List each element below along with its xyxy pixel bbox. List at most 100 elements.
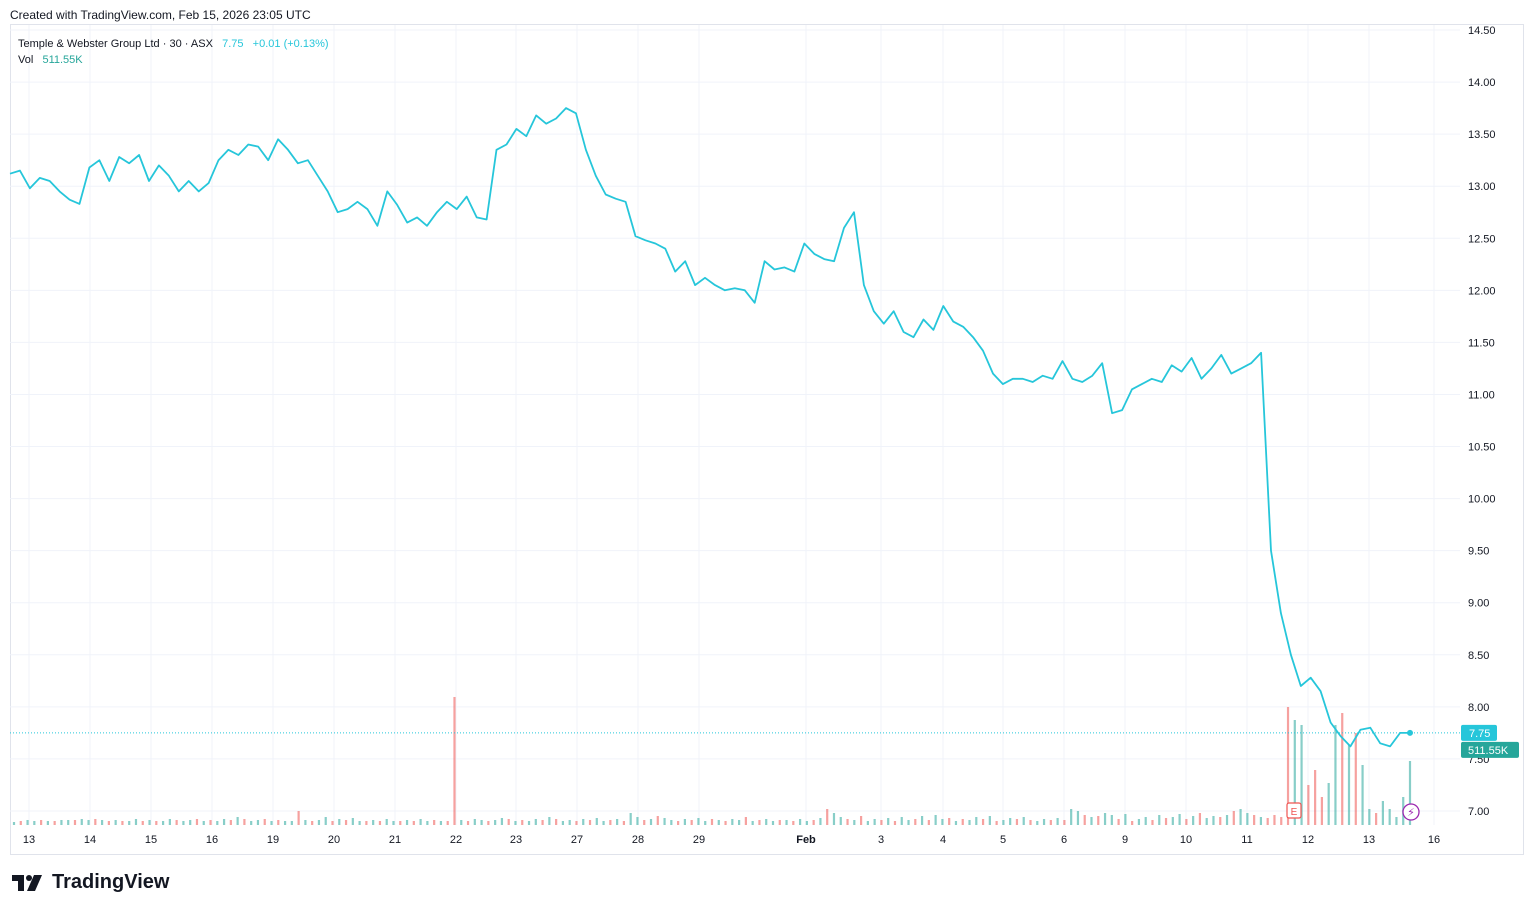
volume-bar <box>1314 770 1317 825</box>
volume-bar <box>419 819 422 825</box>
volume-bar <box>426 821 429 825</box>
volume-bar <box>859 816 863 825</box>
x-tick-label: 19 <box>267 834 279 846</box>
volume-bar <box>304 820 307 825</box>
volume-bar <box>1205 818 1208 825</box>
volume-bar <box>290 821 293 825</box>
volume-bar <box>1266 818 1269 825</box>
volume-bar <box>1171 817 1174 825</box>
volume-label: 511.55K <box>1468 745 1509 757</box>
volume-bar <box>202 821 205 825</box>
volume-bar <box>880 820 883 825</box>
x-tick-label: 28 <box>632 834 644 846</box>
volume-bar <box>46 821 49 825</box>
volume-label-box <box>1461 741 1519 758</box>
volume-bar <box>358 821 361 825</box>
volume-bar <box>1368 809 1371 825</box>
volume-bar <box>1395 817 1398 825</box>
volume-bar <box>73 820 77 825</box>
volume-bar <box>19 821 22 825</box>
y-tick-label: 14.50 <box>1468 25 1496 37</box>
volume-bar <box>399 821 402 825</box>
volume-bar <box>724 821 727 825</box>
chart-frame[interactable] <box>10 24 1524 855</box>
volume-bar <box>40 820 43 825</box>
volume-bar <box>1097 816 1100 825</box>
volume-bar <box>954 821 958 825</box>
volume-bar <box>677 821 680 825</box>
volume-bar <box>1015 819 1019 825</box>
volume-bar <box>263 819 266 825</box>
volume-bar <box>582 819 585 825</box>
volume-bar <box>988 816 991 825</box>
volume-bar <box>155 821 158 825</box>
volume-bar <box>1273 815 1276 825</box>
volume-bar <box>873 819 876 825</box>
volume-bar <box>1158 815 1161 825</box>
volume-bar <box>1185 819 1188 825</box>
x-tick-label: 10 <box>1180 834 1192 846</box>
volume-bar <box>385 819 388 825</box>
volume-bar <box>1042 819 1046 825</box>
volume-bar <box>331 821 334 825</box>
volume-bar <box>785 820 788 825</box>
volume-bar <box>1022 817 1025 825</box>
volume-bar <box>765 819 768 825</box>
volume-bar <box>1198 813 1202 825</box>
price-label-box <box>1461 724 1497 741</box>
tradingview-logo[interactable]: TradingView <box>12 871 169 894</box>
volume-bar <box>250 821 253 825</box>
volume-bar <box>1408 761 1412 825</box>
volume-bar <box>121 821 124 825</box>
volume-bar <box>1361 765 1364 825</box>
volume-bar <box>1232 811 1235 825</box>
earnings-marker-label: E <box>1291 807 1298 818</box>
volume-bar <box>60 820 63 825</box>
volume-bar <box>751 821 754 825</box>
volume-bar <box>710 819 714 825</box>
y-tick-label: 11.50 <box>1468 337 1495 349</box>
y-tick-label: 10.50 <box>1468 442 1496 454</box>
volume-bar <box>758 820 761 825</box>
legend-symbol[interactable]: Temple & Webster Group Ltd <box>18 38 160 50</box>
volume-bar <box>141 821 144 825</box>
volume-bar <box>941 819 944 825</box>
volume-bar <box>283 821 287 825</box>
x-tick-label: 15 <box>145 834 157 846</box>
volume-bar <box>128 821 131 825</box>
volume-bar <box>731 819 734 825</box>
volume-bar <box>338 819 341 825</box>
volume-bar <box>907 820 910 825</box>
x-tick-label: 11 <box>1241 834 1252 846</box>
volume-bar <box>832 813 836 825</box>
volume-bar <box>1009 818 1012 825</box>
volume-bar <box>1375 813 1378 825</box>
volume-bar <box>934 815 937 825</box>
volume-bar <box>1029 820 1032 825</box>
tradingview-logo-icon <box>12 874 42 891</box>
volume-bar <box>148 820 151 825</box>
volume-bar <box>1320 797 1324 825</box>
volume-bar <box>697 818 700 825</box>
volume-bar <box>222 819 226 825</box>
flash-marker-icon <box>1402 803 1420 821</box>
volume-bar <box>555 819 558 825</box>
legend-price: 7.75 <box>222 38 244 50</box>
volume-bar <box>26 820 29 825</box>
volume-bar <box>663 818 666 825</box>
legend-volume-row: Vol 511.55K <box>18 52 329 68</box>
x-tick-label: 4 <box>940 834 946 846</box>
x-tick-label: 22 <box>450 834 462 846</box>
volume-bar <box>981 819 985 825</box>
volume-bar <box>1253 815 1256 825</box>
volume-bar <box>1090 817 1093 825</box>
volume-bar <box>616 819 619 825</box>
volume-bar <box>927 820 930 825</box>
volume-bar <box>1388 809 1391 825</box>
x-tick-label: 14 <box>84 834 96 846</box>
volume-bar <box>1381 801 1384 825</box>
x-tick-label: 27 <box>571 834 583 846</box>
x-tick-label: 29 <box>693 834 705 846</box>
volume-bar <box>94 819 97 825</box>
